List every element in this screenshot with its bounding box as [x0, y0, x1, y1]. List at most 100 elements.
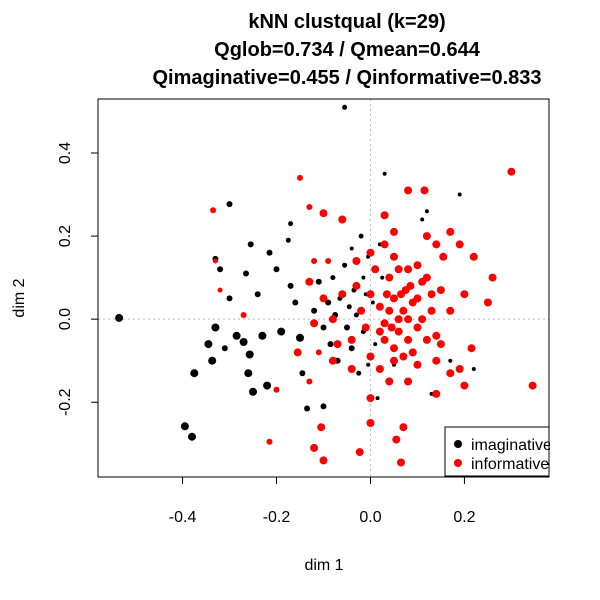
point-imaginative — [304, 405, 311, 412]
point-informative — [387, 323, 396, 332]
point-imaginative — [373, 342, 378, 347]
point-informative — [352, 257, 361, 265]
point-informative — [432, 331, 441, 340]
point-imaginative — [243, 270, 249, 277]
point-imaginative — [296, 333, 304, 342]
point-imaginative — [226, 201, 233, 208]
point-imaginative — [204, 340, 213, 349]
point-informative — [310, 319, 319, 328]
point-informative — [210, 207, 217, 214]
point-imaginative — [346, 304, 352, 310]
point-informative — [371, 265, 380, 274]
point-imaginative — [353, 312, 359, 318]
point-imaginative — [380, 275, 385, 280]
point-informative — [413, 261, 422, 270]
point-informative — [404, 315, 413, 324]
point-informative — [507, 167, 516, 176]
point-informative — [390, 356, 398, 365]
point-informative — [455, 240, 464, 249]
point-informative — [404, 377, 413, 386]
point-informative — [357, 306, 366, 315]
x-tick-label: 0.0 — [359, 509, 381, 526]
point-imaginative — [327, 341, 334, 348]
data-points — [115, 104, 537, 467]
point-imaginative — [288, 221, 294, 227]
point-imaginative — [287, 282, 294, 289]
point-informative — [366, 419, 375, 427]
legend-marker-informative — [454, 459, 462, 467]
point-imaginative — [424, 209, 429, 214]
point-informative — [394, 265, 403, 274]
legend-label-informative: informative — [471, 456, 549, 473]
point-informative — [436, 286, 445, 295]
point-informative — [390, 227, 398, 236]
x-axis: -0.4 -0.2 0.0 0.2 — [169, 476, 476, 526]
point-informative — [394, 327, 403, 336]
point-imaginative — [263, 381, 272, 390]
point-informative — [366, 248, 375, 257]
point-informative — [293, 348, 302, 357]
point-informative — [338, 290, 347, 299]
point-imaginative — [299, 370, 306, 377]
point-informative — [422, 335, 431, 344]
y-tick-label: -0.2 — [57, 388, 74, 416]
point-informative — [418, 277, 427, 286]
y-tick-label: 0.2 — [57, 225, 74, 247]
point-informative — [212, 258, 218, 264]
point-informative — [380, 240, 389, 249]
point-informative — [315, 349, 322, 356]
point-informative — [432, 356, 441, 365]
point-informative — [446, 369, 455, 378]
point-imaginative — [258, 331, 267, 340]
point-informative — [306, 204, 313, 210]
point-informative — [319, 294, 328, 303]
point-informative — [404, 265, 413, 274]
point-informative — [427, 306, 436, 315]
point-informative — [413, 323, 422, 332]
point-imaginative — [420, 217, 425, 222]
point-informative — [420, 186, 429, 195]
point-imaginative — [226, 295, 233, 302]
y-tick-label: 0.4 — [57, 142, 74, 164]
point-informative — [306, 378, 313, 385]
point-informative — [422, 232, 431, 241]
point-informative — [361, 323, 370, 332]
point-informative — [319, 209, 328, 218]
point-imaginative — [232, 331, 241, 340]
point-informative — [446, 306, 455, 315]
point-informative — [352, 281, 361, 290]
point-imaginative — [361, 275, 366, 280]
point-imaginative — [382, 171, 387, 176]
legend: imaginative informative — [444, 426, 552, 477]
point-informative — [390, 252, 398, 261]
point-informative — [460, 381, 469, 390]
point-imaginative — [348, 345, 355, 352]
point-informative — [460, 290, 469, 299]
point-informative — [333, 340, 342, 349]
point-informative — [240, 312, 247, 318]
point-informative — [297, 174, 303, 181]
x-tick-label: -0.2 — [263, 509, 291, 526]
point-informative — [385, 377, 394, 386]
point-informative — [310, 443, 319, 452]
point-imaginative — [285, 237, 291, 243]
point-informative — [325, 258, 332, 264]
point-imaginative — [221, 345, 228, 352]
y-axis-label: dim 2 — [11, 278, 28, 317]
point-informative — [347, 365, 356, 373]
point-informative — [483, 298, 492, 307]
point-informative — [394, 315, 403, 324]
point-informative — [217, 287, 223, 293]
point-imaginative — [249, 387, 257, 396]
x-tick-label: 0.2 — [453, 509, 475, 526]
point-informative — [328, 356, 337, 365]
legend-label-imaginative: imaginative — [471, 437, 552, 454]
point-imaginative — [315, 278, 322, 285]
point-imaginative — [311, 307, 318, 314]
point-informative — [317, 423, 326, 432]
point-informative — [382, 290, 391, 299]
point-informative — [406, 281, 415, 290]
point-informative — [355, 448, 364, 457]
